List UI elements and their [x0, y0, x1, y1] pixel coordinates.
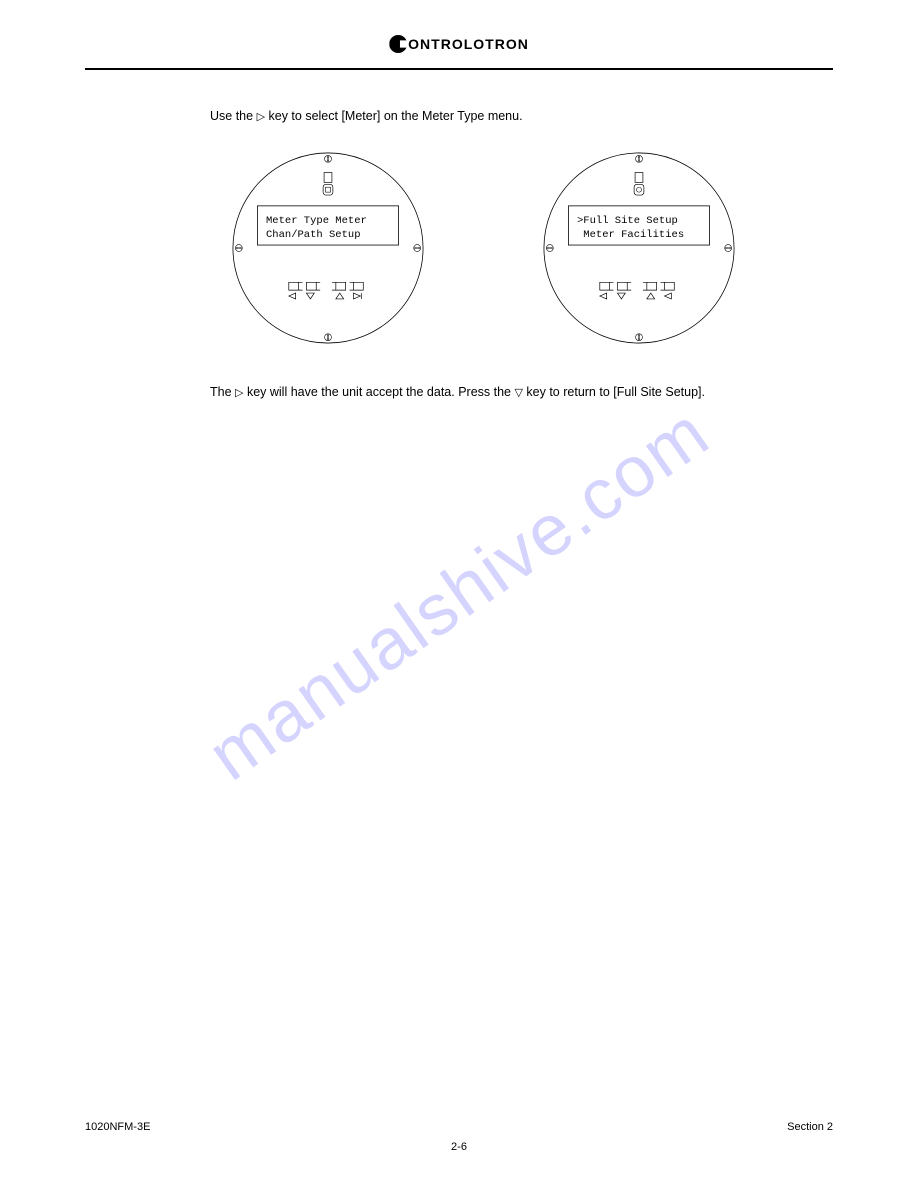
device-diagram-right: [541, 150, 737, 346]
footer-section: Section 2: [787, 1121, 833, 1133]
lcd-line2: Chan/Path Setup: [266, 229, 361, 241]
intro-text: Use the ▷ key to select [Meter] on the M…: [210, 108, 823, 124]
down-arrow-icon: ▽: [514, 387, 522, 399]
lcd-content-right: >Full Site Setup Meter Facilities: [577, 215, 684, 242]
footer: 1020NFM-3E Section 2: [85, 1121, 833, 1133]
lcd-line1-r: >Full Site Setup: [577, 215, 678, 227]
step-text: The ▷ key will have the unit accept the …: [210, 384, 823, 400]
logo-c-icon: [389, 35, 407, 53]
lcd-line2-r: Meter Facilities: [577, 229, 684, 241]
header-logo: ONTROLOTRON: [389, 35, 529, 53]
device-diagram-left: [230, 150, 426, 346]
diagrams-row: Meter Type Meter Chan/Path Setup: [230, 150, 737, 346]
footer-doc-id: 1020NFM-3E: [85, 1121, 150, 1133]
diagram-right: >Full Site Setup Meter Facilities: [541, 150, 737, 346]
diagram-left: Meter Type Meter Chan/Path Setup: [230, 150, 426, 346]
lcd-content-left: Meter Type Meter Chan/Path Setup: [266, 215, 367, 242]
right-arrow-icon: ▷: [257, 111, 265, 123]
header-divider: [85, 68, 833, 70]
page-number: 2-6: [451, 1141, 467, 1153]
right-arrow-icon-2: ▷: [235, 387, 243, 399]
lcd-line1: Meter Type Meter: [266, 215, 367, 227]
watermark: manualshive.com: [194, 391, 725, 797]
logo-text: ONTROLOTRON: [408, 36, 529, 52]
